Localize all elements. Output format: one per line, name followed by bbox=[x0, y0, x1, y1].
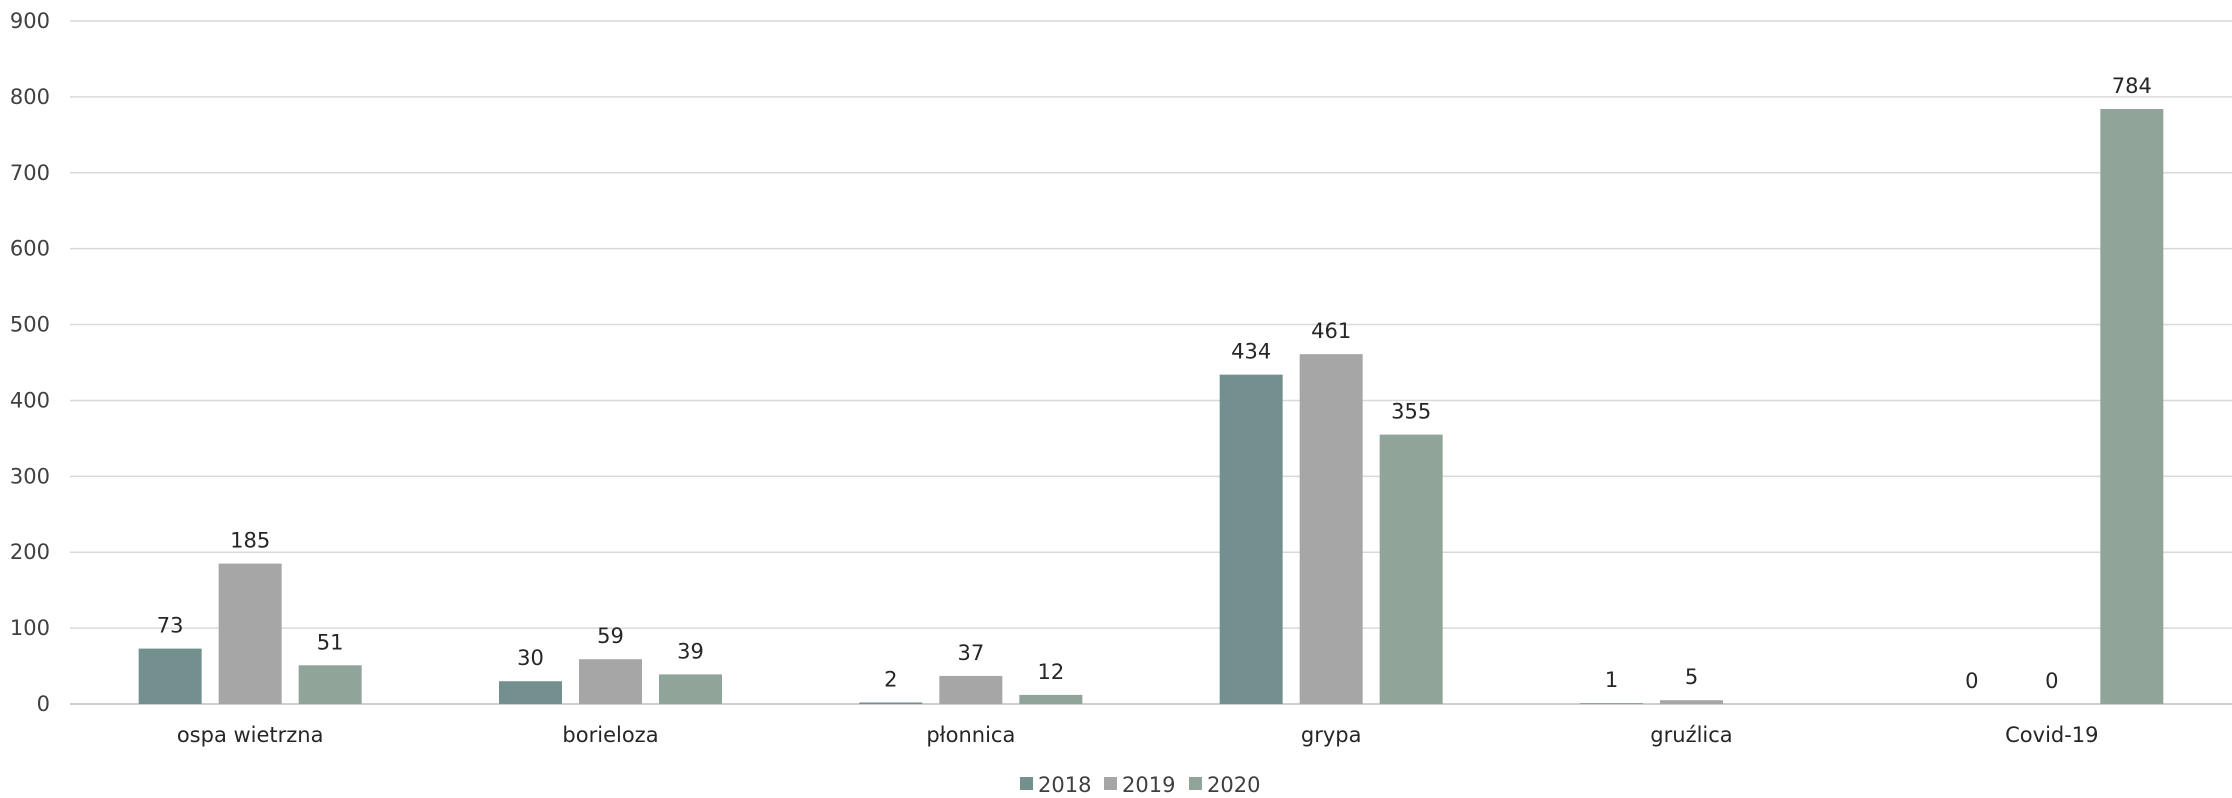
bar-2020 bbox=[1379, 434, 1443, 704]
y-tick-label: 200 bbox=[10, 540, 50, 564]
data-label: 39 bbox=[677, 639, 704, 663]
data-label: 73 bbox=[157, 614, 184, 638]
data-label: 185 bbox=[230, 529, 270, 553]
y-tick-label: 300 bbox=[10, 464, 50, 488]
category-label: borieloza bbox=[562, 723, 658, 747]
y-tick-label: 0 bbox=[37, 692, 50, 716]
legend-swatch-2020 bbox=[1189, 777, 1202, 790]
bar-2018 bbox=[859, 702, 923, 704]
bar-2018 bbox=[1580, 703, 1643, 704]
data-label: 30 bbox=[517, 646, 544, 670]
bar-2019 bbox=[1660, 700, 1723, 704]
data-label: 355 bbox=[1391, 400, 1431, 424]
y-tick-label: 600 bbox=[10, 237, 50, 261]
y-tick-label: 800 bbox=[10, 85, 50, 109]
data-label: 12 bbox=[1037, 660, 1064, 684]
bar-2020 bbox=[2100, 109, 2164, 704]
bar-2019 bbox=[939, 675, 1003, 704]
category-label: ospa wietrzna bbox=[177, 723, 324, 747]
bar-2019 bbox=[1299, 354, 1363, 704]
data-label: 2 bbox=[884, 667, 897, 691]
bar-2019 bbox=[579, 659, 642, 704]
bar-2018 bbox=[138, 648, 202, 704]
bar-2018 bbox=[1219, 374, 1283, 704]
data-label: 5 bbox=[1685, 665, 1698, 689]
data-label: 461 bbox=[1311, 319, 1351, 343]
y-tick-label: 700 bbox=[10, 161, 50, 185]
category-label: Covid-19 bbox=[2005, 723, 2098, 747]
bar-2020 bbox=[659, 674, 722, 704]
category-label: płonnica bbox=[926, 723, 1015, 747]
y-axis-tick-labels: 0 100 200 300 400 500 600 700 800 900 bbox=[10, 9, 50, 716]
y-tick-label: 100 bbox=[10, 616, 50, 640]
bar-2019 bbox=[218, 563, 282, 704]
legend-swatch-2019 bbox=[1104, 777, 1117, 790]
data-label: 51 bbox=[317, 630, 344, 654]
data-label: 0 bbox=[2045, 669, 2058, 693]
bar-2020 bbox=[1019, 694, 1083, 704]
legend: 2018 2019 2020 bbox=[1020, 773, 1260, 797]
data-label: 434 bbox=[1231, 340, 1271, 364]
y-tick-label: 400 bbox=[10, 388, 50, 412]
data-labels: 73 185 51 30 59 39 2 37 12 434 461 355 1 5 0 0 784 bbox=[157, 74, 2152, 693]
data-label: 1 bbox=[1605, 668, 1618, 692]
legend-label: 2019 bbox=[1122, 773, 1175, 797]
data-label: 784 bbox=[2112, 74, 2152, 98]
y-tick-label: 500 bbox=[10, 313, 50, 337]
data-label: 0 bbox=[1965, 669, 1978, 693]
gridlines bbox=[70, 20, 2232, 705]
y-tick-label: 900 bbox=[10, 9, 50, 33]
legend-label: 2020 bbox=[1207, 773, 1260, 797]
x-axis-category-labels: ospa wietrzna borieloza płonnica grypa gruźl… bbox=[177, 723, 2099, 747]
legend-swatch-2018 bbox=[1020, 777, 1033, 790]
data-label: 59 bbox=[597, 624, 624, 648]
category-label: gruźlica bbox=[1650, 723, 1732, 747]
bar-2018 bbox=[499, 681, 562, 704]
legend-label: 2018 bbox=[1038, 773, 1091, 797]
data-label: 37 bbox=[957, 641, 984, 665]
bars bbox=[138, 109, 2164, 704]
bar-2020 bbox=[298, 665, 362, 704]
category-label: grypa bbox=[1301, 723, 1362, 747]
